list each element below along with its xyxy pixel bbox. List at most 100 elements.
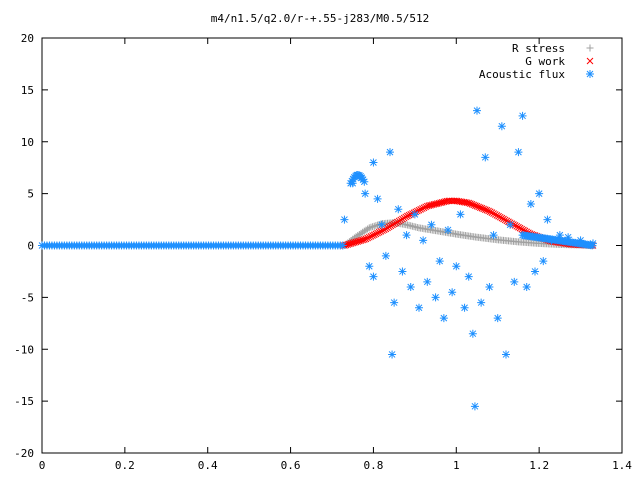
data-point: [360, 177, 369, 186]
y-tick-label: -5: [21, 291, 34, 304]
x-tick-label: 0.2: [115, 459, 135, 472]
data-point: [539, 257, 548, 266]
data-point: [483, 206, 491, 214]
y-tick-label: -20: [14, 447, 34, 460]
data-point: [372, 230, 380, 238]
data-point: [415, 303, 423, 312]
data-point: [485, 207, 492, 215]
data-point: [513, 222, 521, 230]
data-point: [381, 251, 390, 260]
data-point: [420, 204, 428, 212]
data-point: [490, 210, 497, 217]
data-point: [410, 210, 419, 219]
data-point: [456, 210, 465, 219]
data-point: [555, 231, 564, 240]
data-point: [369, 232, 376, 239]
data-point: [514, 148, 523, 157]
data-point: [493, 212, 501, 219]
data-point: [526, 200, 535, 208]
data-point: [460, 303, 469, 312]
data-point: [340, 215, 349, 224]
data-point: [473, 106, 481, 115]
axes: 0 0.2 0.4 0.6 0.8 1 1.2 1.4 20 15 10 5 0 -5 -10 -15 -20: [14, 32, 632, 472]
y-tick-label: -10: [14, 343, 34, 356]
data-point: [506, 220, 515, 229]
data-point: [346, 179, 355, 188]
data-point: [365, 262, 374, 271]
data-point: [491, 211, 499, 218]
data-point: [423, 277, 432, 286]
data-point: [367, 223, 375, 231]
chart-title: m4/n1.5/q2.0/r-+.55-j283/M0.5/512: [211, 12, 430, 25]
data-point: [518, 225, 526, 233]
data-point: [496, 213, 504, 221]
data-point: [439, 314, 448, 323]
x-tick-label: 0.6: [281, 459, 301, 472]
data-point: [535, 189, 544, 198]
data-point: [377, 228, 385, 235]
data-point: [522, 283, 531, 291]
data-point: [362, 235, 370, 243]
data-point: [388, 350, 397, 359]
data-point: [373, 194, 382, 203]
data-point: [347, 177, 356, 186]
data-point: [485, 283, 494, 291]
data-point: [589, 239, 597, 248]
data-point: [452, 262, 461, 271]
x-tick-label: 0.8: [363, 459, 383, 472]
data-point: [543, 215, 552, 224]
x-tick-label: 1.2: [529, 459, 549, 472]
data-point: [588, 241, 597, 250]
data-point: [489, 231, 498, 240]
legend-label: Acoustic flux: [479, 68, 565, 81]
data-point: [402, 213, 410, 221]
data-point: [394, 205, 403, 214]
data-point: [431, 293, 440, 302]
data-point: [375, 228, 383, 236]
data-point: [448, 288, 457, 297]
legend-marker: [586, 57, 594, 65]
data-point: [435, 257, 444, 266]
data-point: [367, 233, 375, 240]
data-point: [464, 272, 473, 281]
x-tick-label: 0: [39, 459, 46, 472]
legend-label: G work: [525, 55, 565, 68]
data-point: [486, 208, 494, 216]
data-point: [500, 215, 507, 223]
data-point: [370, 222, 378, 230]
data-point: [398, 267, 407, 276]
data-point: [364, 234, 371, 242]
data-point: [359, 175, 368, 184]
legend-marker: [586, 44, 594, 52]
data-point: [406, 283, 415, 291]
data-point: [364, 225, 372, 233]
data-point: [516, 224, 524, 232]
legend-label: R stress: [512, 42, 565, 55]
y-tick-label: -15: [14, 395, 34, 408]
data-point: [402, 231, 411, 240]
data-point: [365, 224, 373, 232]
x-tick-label: 0.4: [198, 459, 218, 472]
data-point: [369, 158, 378, 167]
data-point: [498, 214, 506, 222]
data-point: [470, 402, 479, 411]
x-tick-label: 1.4: [612, 459, 632, 472]
data-point: [365, 233, 373, 241]
data-point: [417, 206, 425, 213]
data-point: [372, 222, 380, 230]
data-point: [404, 212, 411, 220]
data-point: [531, 267, 539, 276]
y-tick-label: 10: [21, 136, 34, 149]
data-point: [502, 350, 510, 359]
data-point: [377, 220, 386, 229]
data-point: [418, 205, 426, 212]
data-point: [444, 225, 452, 234]
data-point: [427, 220, 436, 229]
data-point: [419, 236, 428, 245]
data-point: [477, 298, 486, 307]
data-point: [370, 231, 378, 239]
data-point: [360, 236, 368, 243]
data-point: [386, 148, 394, 157]
